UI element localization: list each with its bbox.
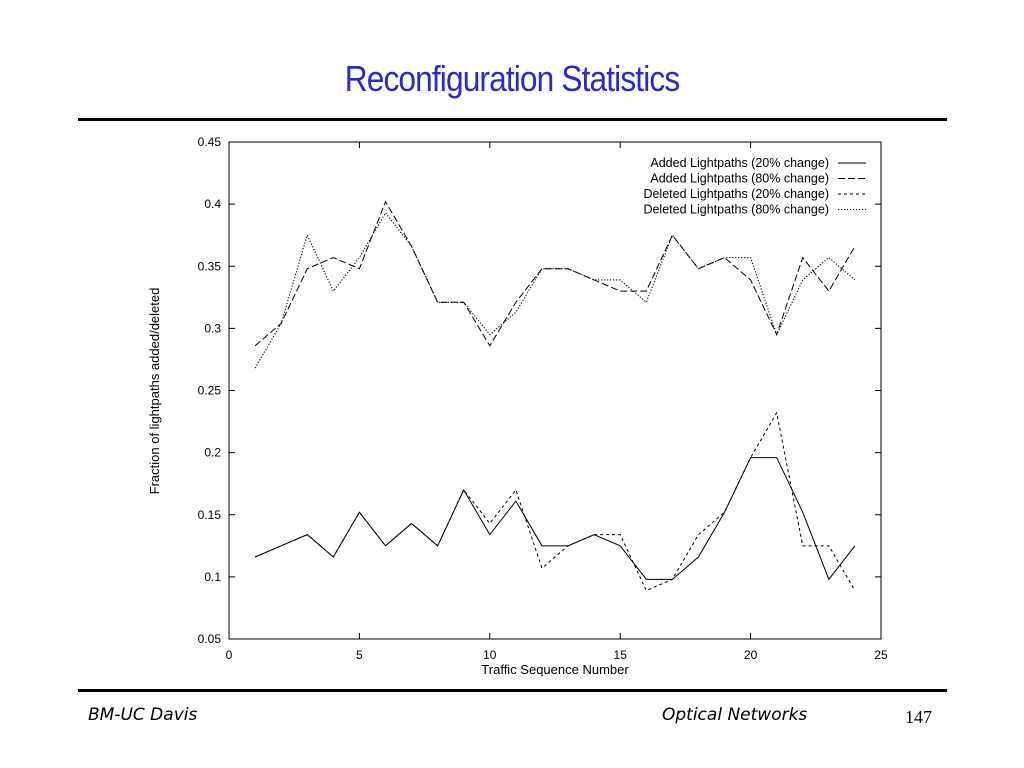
x-tick-label: 15 [614, 648, 628, 662]
y-tick-label: 0.2 [204, 446, 221, 460]
series-line-1 [254, 457, 856, 581]
plot-frame [228, 141, 882, 640]
series-line-3 [254, 411, 856, 592]
legend-label-3: Deleted Lightpaths (20% change) [643, 187, 829, 201]
plot-border [228, 141, 882, 640]
y-tick-label: 0.15 [198, 508, 222, 522]
top-divider [78, 118, 947, 121]
y-tick-label: 0.35 [198, 259, 222, 273]
y-tick-label: 0.45 [198, 135, 222, 149]
y-tick-label: 0.4 [204, 197, 221, 211]
legend: Added Lightpaths (20% change) Added Light… [643, 156, 866, 217]
page-number: 147 [905, 707, 932, 727]
y-axis-label: Fraction of lightpaths added/deleted [147, 288, 162, 495]
y-tick-label: 0.3 [204, 321, 221, 335]
x-tick-label: 20 [744, 648, 758, 662]
footer-organization: BM-UC Davis [88, 705, 198, 725]
y-tick-label: 0.1 [204, 570, 221, 584]
bottom-divider [78, 689, 947, 692]
footer-course-title: Optical Networks [662, 705, 808, 725]
x-tick-label: 5 [356, 648, 363, 662]
legend-label-4: Deleted Lightpaths (80% change) [643, 203, 829, 217]
y-axis: 0.05 0.1 0.15 0.2 0.25 0.3 0.35 0.4 0.45 [198, 135, 881, 646]
x-tick-label: 0 [226, 648, 233, 662]
series-line-4 [254, 211, 856, 369]
series-line-2 [254, 200, 856, 347]
x-tick-label: 10 [483, 648, 497, 662]
legend-label-1: Added Lightpaths (20% change) [650, 156, 829, 170]
x-axis: 0 5 10 15 20 25 [226, 142, 888, 662]
legend-label-2: Added Lightpaths (80% change) [650, 172, 829, 186]
series-layer [254, 200, 856, 592]
x-axis-label: Traffic Sequence Number [481, 662, 629, 677]
slide-title: Reconfiguration Statistics [344, 58, 680, 99]
y-tick-label: 0.05 [198, 632, 222, 646]
y-tick-label: 0.25 [198, 384, 222, 398]
x-tick-label: 25 [874, 648, 888, 662]
